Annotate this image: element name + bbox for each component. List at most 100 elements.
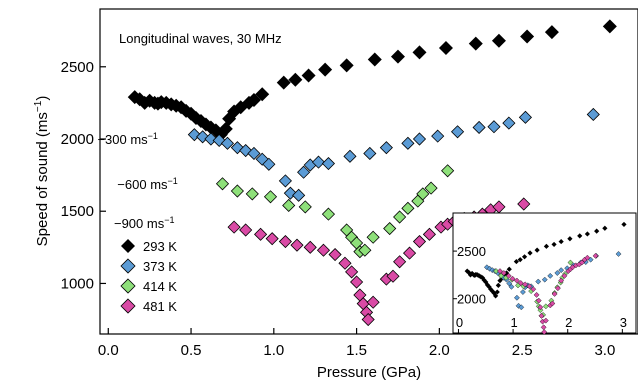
series-373-k xyxy=(187,107,600,202)
data-point xyxy=(321,207,336,221)
inset-data-point xyxy=(517,280,524,286)
data-point xyxy=(518,110,532,124)
inset-data-point xyxy=(621,221,627,228)
data-point xyxy=(386,269,400,283)
inset-data-point xyxy=(514,277,520,284)
data-point xyxy=(491,33,506,48)
offset-annotation: −900 ms−1 xyxy=(114,215,175,231)
inset-data-point xyxy=(554,270,561,276)
legend-label: 414 K xyxy=(143,279,177,294)
inset-data-point xyxy=(594,228,600,234)
series-293-k xyxy=(127,19,617,142)
offset-annotation: −300 ms−1 xyxy=(97,131,158,147)
y-tick-label: 1500 xyxy=(61,203,94,220)
data-point xyxy=(311,155,326,169)
inset-data-point xyxy=(592,252,599,259)
inset-data-point xyxy=(488,286,494,292)
data-point xyxy=(255,87,270,102)
data-point xyxy=(366,230,380,244)
y-tick-label: 2000 xyxy=(61,131,94,148)
inset-data-point xyxy=(541,329,548,335)
inset-data-point xyxy=(543,243,550,249)
inset-x-tick-label: 1 xyxy=(510,315,517,330)
data-point xyxy=(343,149,357,163)
inset-data-point xyxy=(615,251,622,257)
data-point xyxy=(328,247,342,262)
data-point xyxy=(303,240,317,254)
inset-data-point xyxy=(584,254,591,261)
data-point xyxy=(278,174,292,188)
y-axis-label: Speed of sound (ms−1) xyxy=(33,96,51,247)
x-axis-ticks: 0.0 0.5 1.0 1.5 2.0 2.5 3.0 xyxy=(98,328,615,359)
inset-data-point xyxy=(522,281,528,288)
inset-data-point xyxy=(535,278,542,285)
data-point xyxy=(220,136,235,150)
legend: 293 K 373 K 414 K 481 K xyxy=(120,239,177,314)
y-tick-label: 2500 xyxy=(61,59,94,76)
inset-x-tick-label: 2 xyxy=(565,315,572,330)
inset-data-point xyxy=(577,233,583,239)
inset-data-point xyxy=(547,272,554,279)
inset-data-point xyxy=(538,312,545,319)
data-point xyxy=(502,116,516,130)
data-point xyxy=(390,49,405,64)
data-point xyxy=(245,187,259,201)
legend-item: 293 K xyxy=(121,239,177,254)
data-point xyxy=(321,156,336,171)
inset-data-point xyxy=(602,225,608,231)
data-point xyxy=(265,232,279,246)
data-point xyxy=(544,25,559,40)
data-point xyxy=(227,220,241,234)
inset-data-point xyxy=(521,254,528,260)
data-point xyxy=(520,29,535,44)
data-point xyxy=(422,227,436,241)
x-tick-label: 2.0 xyxy=(429,342,450,359)
data-point xyxy=(366,295,380,309)
inset-data-point xyxy=(494,289,500,295)
inset-data-point xyxy=(584,231,590,237)
data-point xyxy=(487,120,501,134)
x-tick-label: 0.0 xyxy=(98,342,119,359)
data-point xyxy=(393,255,407,269)
data-point xyxy=(278,234,292,249)
data-point xyxy=(401,136,415,150)
legend-label: 293 K xyxy=(143,239,177,254)
inset-y-tick-label: 2500 xyxy=(457,244,486,259)
data-point xyxy=(298,200,312,214)
data-point xyxy=(379,141,393,155)
inset-data-point xyxy=(567,236,573,242)
inset-data-point xyxy=(508,283,515,290)
inset-y-tick-label: 2000 xyxy=(457,292,486,307)
inset-x-tick-label: 0 xyxy=(456,315,463,330)
inset-data-point xyxy=(541,276,548,283)
data-point xyxy=(246,93,261,107)
data-point xyxy=(316,243,331,257)
data-point xyxy=(472,120,486,135)
data-point xyxy=(290,238,304,252)
inset-data-point xyxy=(481,277,487,283)
inset-data-point xyxy=(500,270,507,276)
data-point xyxy=(450,125,465,139)
data-point xyxy=(401,201,415,215)
inset-data-point xyxy=(506,280,513,287)
inset-data-point xyxy=(561,272,568,279)
data-point xyxy=(431,129,445,143)
inset-data-point xyxy=(579,259,585,266)
data-point xyxy=(292,188,306,202)
data-point xyxy=(338,256,352,270)
inset-data-point xyxy=(551,241,557,248)
x-tick-label: 2.5 xyxy=(512,342,533,359)
data-point xyxy=(402,246,417,260)
inset-frame xyxy=(452,212,637,334)
data-point xyxy=(350,275,364,289)
inset-data-point xyxy=(506,266,512,272)
inset-data-point xyxy=(555,285,561,292)
legend-item: 414 K xyxy=(120,278,177,294)
data-point xyxy=(230,184,244,198)
data-point xyxy=(262,157,276,171)
legend-label: 481 K xyxy=(143,299,177,314)
inset-data-point xyxy=(505,272,512,279)
inset-data-point xyxy=(551,291,558,297)
data-point xyxy=(367,52,382,67)
inset-data-point xyxy=(497,278,503,284)
